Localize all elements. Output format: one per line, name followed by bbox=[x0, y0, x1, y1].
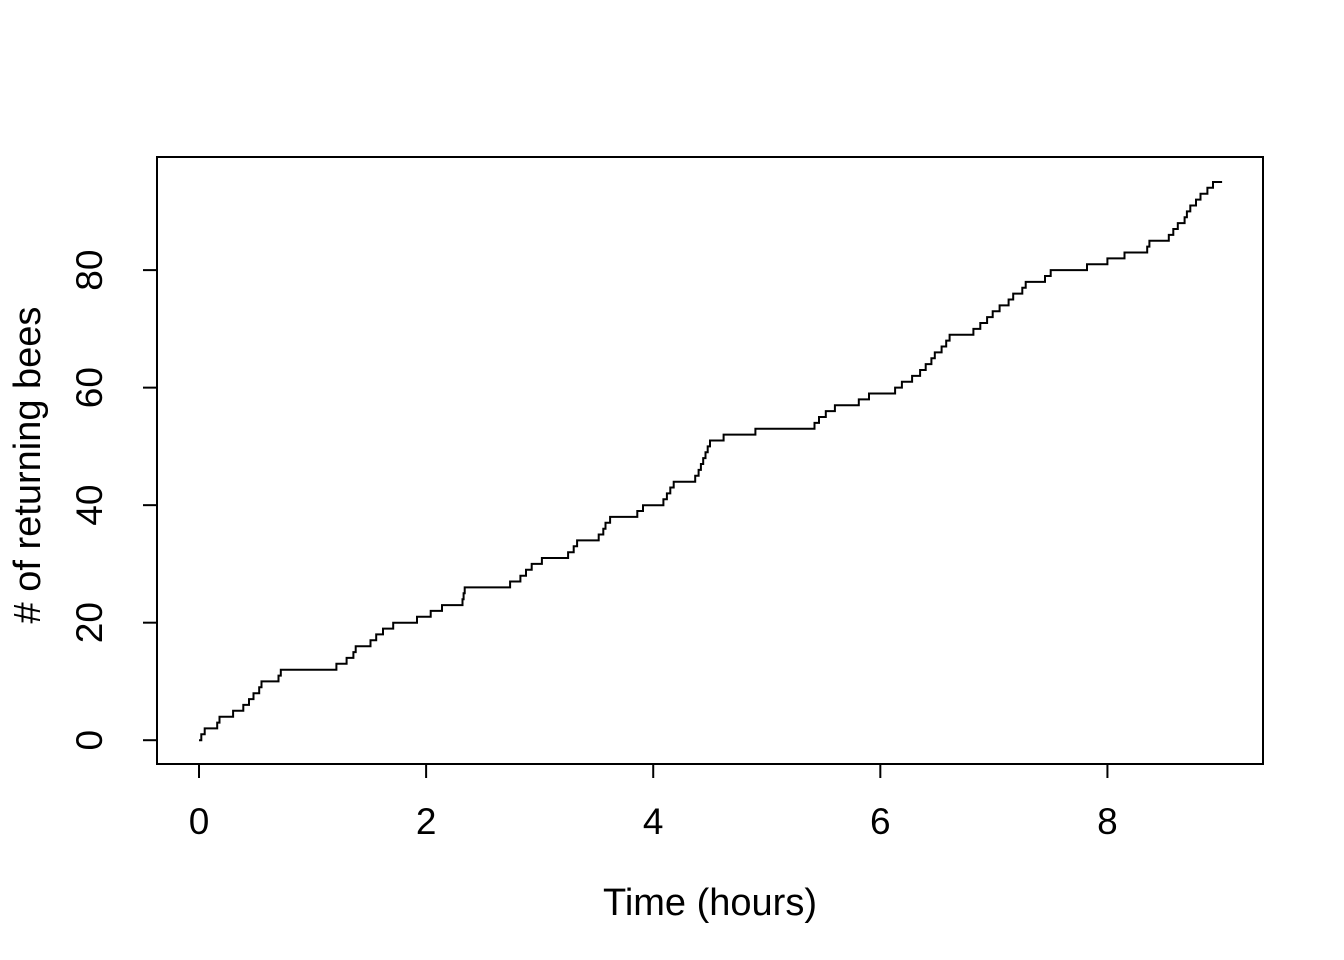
x-axis-tick-label: 4 bbox=[643, 801, 664, 842]
plot-frame bbox=[156, 156, 1264, 765]
x-axis-title: Time (hours) bbox=[603, 882, 817, 924]
x-axis-tick-label: 8 bbox=[1097, 801, 1118, 842]
x-axis-tick-label: 0 bbox=[189, 801, 210, 842]
y-axis-tick-label: 40 bbox=[69, 485, 110, 526]
y-axis-tick-label: 80 bbox=[69, 250, 110, 291]
y-axis-tick-label: 60 bbox=[69, 367, 110, 408]
y-axis-tick-label: 0 bbox=[69, 730, 110, 751]
y-axis-tick-label: 20 bbox=[69, 602, 110, 643]
x-axis-tick-label: 2 bbox=[416, 801, 437, 842]
x-axis-tick-label: 6 bbox=[870, 801, 891, 842]
step-curve bbox=[199, 181, 1223, 742]
y-axis-title: # of returning bees bbox=[7, 306, 49, 624]
